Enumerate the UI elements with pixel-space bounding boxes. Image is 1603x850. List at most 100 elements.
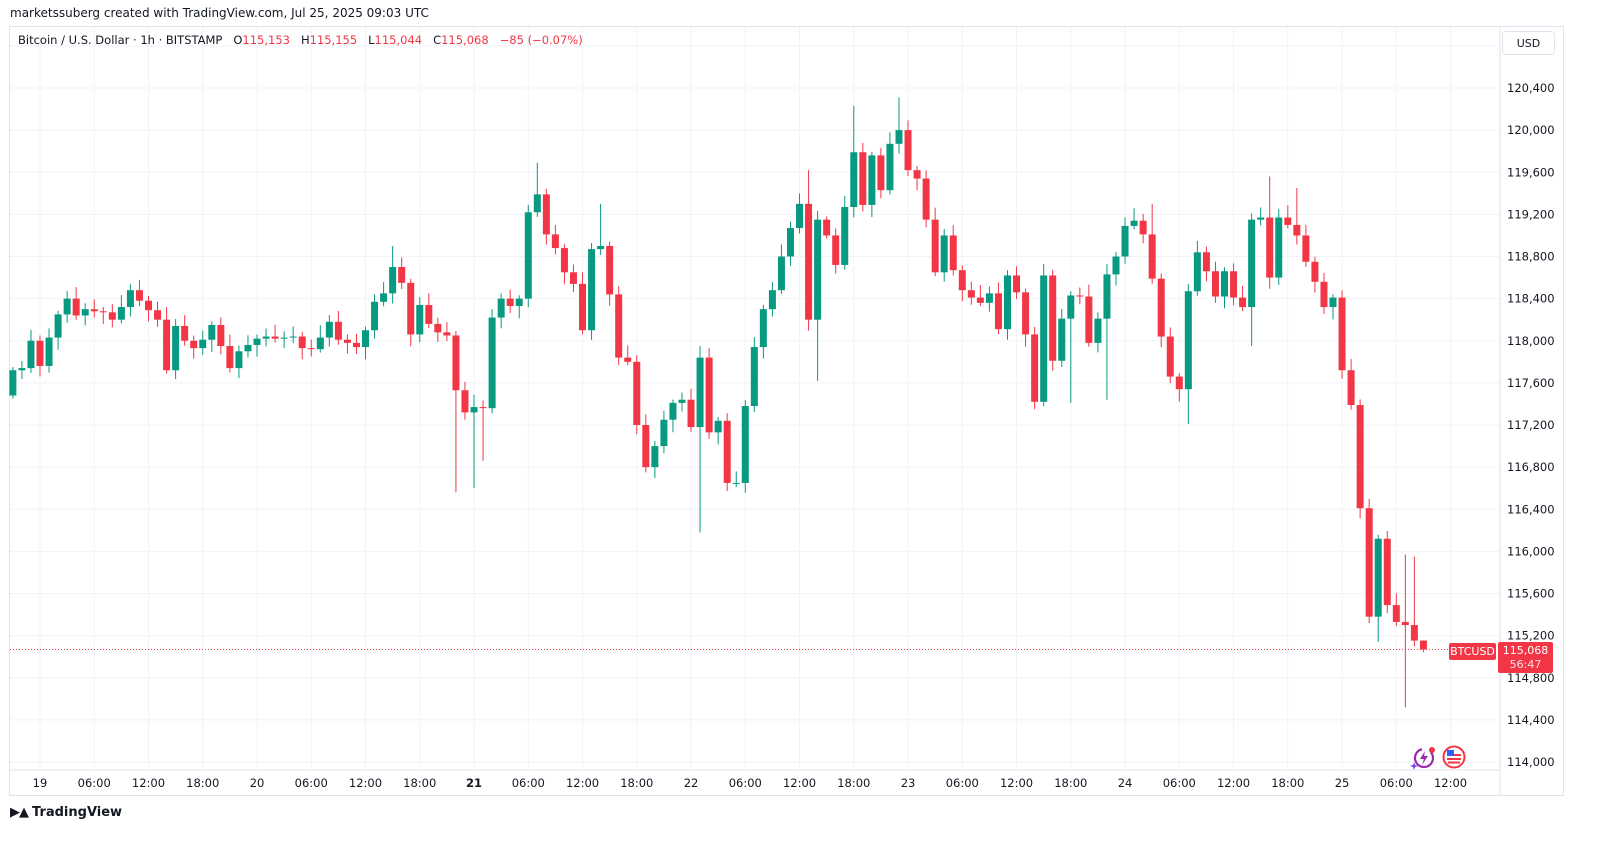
- candle[interactable]: [172, 319, 180, 380]
- candle[interactable]: [380, 282, 388, 307]
- candle[interactable]: [796, 193, 804, 234]
- candle[interactable]: [1239, 285, 1247, 312]
- candle[interactable]: [877, 147, 885, 199]
- candle[interactable]: [217, 317, 225, 355]
- candle[interactable]: [506, 289, 514, 313]
- candle[interactable]: [1211, 261, 1219, 303]
- candle[interactable]: [334, 311, 342, 345]
- candle[interactable]: [660, 410, 668, 454]
- candle[interactable]: [768, 281, 776, 317]
- candle[interactable]: [1157, 273, 1165, 348]
- candle[interactable]: [244, 335, 252, 358]
- candle[interactable]: [1193, 241, 1201, 296]
- candle[interactable]: [235, 345, 243, 379]
- candle[interactable]: [135, 279, 143, 307]
- candle[interactable]: [597, 203, 605, 255]
- candle[interactable]: [1230, 263, 1238, 306]
- candle[interactable]: [54, 310, 62, 350]
- currency-button[interactable]: USD: [1502, 31, 1555, 55]
- candle[interactable]: [786, 221, 794, 266]
- candle[interactable]: [985, 286, 993, 312]
- candle[interactable]: [850, 105, 858, 218]
- candle[interactable]: [588, 243, 596, 340]
- candle[interactable]: [145, 295, 153, 322]
- candle[interactable]: [624, 345, 632, 366]
- candle[interactable]: [1293, 188, 1301, 245]
- candle[interactable]: [479, 400, 487, 461]
- candle[interactable]: [352, 333, 360, 354]
- candle[interactable]: [371, 294, 379, 339]
- candle[interactable]: [515, 295, 523, 319]
- tradingview-brand[interactable]: ▶▲ TradingView: [10, 805, 122, 820]
- candle[interactable]: [298, 331, 306, 360]
- candle[interactable]: [190, 335, 198, 359]
- candle[interactable]: [1022, 288, 1030, 347]
- candle[interactable]: [1112, 251, 1120, 286]
- candle[interactable]: [1040, 264, 1048, 407]
- candle[interactable]: [967, 281, 975, 305]
- candle[interactable]: [1148, 203, 1156, 284]
- candle[interactable]: [560, 244, 568, 285]
- candle[interactable]: [1410, 556, 1418, 647]
- candle[interactable]: [1049, 269, 1057, 371]
- candle[interactable]: [651, 441, 659, 478]
- candle[interactable]: [1392, 593, 1400, 627]
- candle[interactable]: [226, 334, 234, 373]
- candle[interactable]: [117, 295, 125, 324]
- candle[interactable]: [958, 265, 966, 302]
- candle[interactable]: [271, 324, 279, 343]
- candle[interactable]: [72, 287, 80, 320]
- candle[interactable]: [1302, 224, 1310, 267]
- candle[interactable]: [154, 301, 162, 327]
- candle[interactable]: [814, 210, 822, 381]
- candle[interactable]: [63, 291, 71, 323]
- candle[interactable]: [741, 400, 749, 493]
- candle[interactable]: [904, 120, 912, 177]
- candle[interactable]: [976, 285, 984, 307]
- candle[interactable]: [18, 361, 26, 379]
- candle[interactable]: [1284, 205, 1292, 229]
- candle[interactable]: [750, 337, 758, 412]
- candle[interactable]: [1058, 308, 1066, 367]
- candle[interactable]: [1094, 312, 1102, 353]
- candle[interactable]: [940, 229, 948, 282]
- candle[interactable]: [895, 97, 903, 154]
- candle[interactable]: [99, 307, 107, 324]
- candle[interactable]: [696, 346, 704, 533]
- candle[interactable]: [108, 304, 116, 328]
- candle[interactable]: [9, 367, 17, 399]
- candle[interactable]: [606, 241, 614, 306]
- candle[interactable]: [362, 326, 370, 360]
- candle[interactable]: [524, 205, 532, 308]
- candle[interactable]: [343, 334, 351, 354]
- candle[interactable]: [36, 335, 44, 377]
- candle[interactable]: [1221, 267, 1229, 309]
- candle[interactable]: [1003, 270, 1011, 340]
- candle[interactable]: [1365, 498, 1373, 623]
- candle[interactable]: [425, 293, 433, 328]
- candle[interactable]: [262, 328, 270, 347]
- candle[interactable]: [994, 282, 1002, 335]
- candle[interactable]: [307, 339, 315, 357]
- candle[interactable]: [325, 314, 333, 347]
- candle[interactable]: [1130, 208, 1138, 230]
- candle[interactable]: [922, 170, 930, 228]
- candle[interactable]: [1166, 327, 1174, 384]
- candle[interactable]: [90, 299, 98, 318]
- candle[interactable]: [1121, 217, 1129, 264]
- candle[interactable]: [253, 334, 261, 357]
- candle[interactable]: [416, 297, 424, 343]
- candle[interactable]: [1401, 554, 1409, 708]
- candle[interactable]: [1085, 284, 1093, 347]
- candle[interactable]: [642, 414, 650, 473]
- candle[interactable]: [913, 165, 921, 191]
- candle[interactable]: [615, 286, 623, 366]
- candle[interactable]: [316, 325, 324, 353]
- candle[interactable]: [949, 225, 957, 276]
- candle[interactable]: [1202, 246, 1210, 282]
- candle[interactable]: [859, 142, 867, 212]
- candle[interactable]: [886, 132, 894, 195]
- candle[interactable]: [163, 307, 171, 374]
- candle[interactable]: [1275, 209, 1283, 285]
